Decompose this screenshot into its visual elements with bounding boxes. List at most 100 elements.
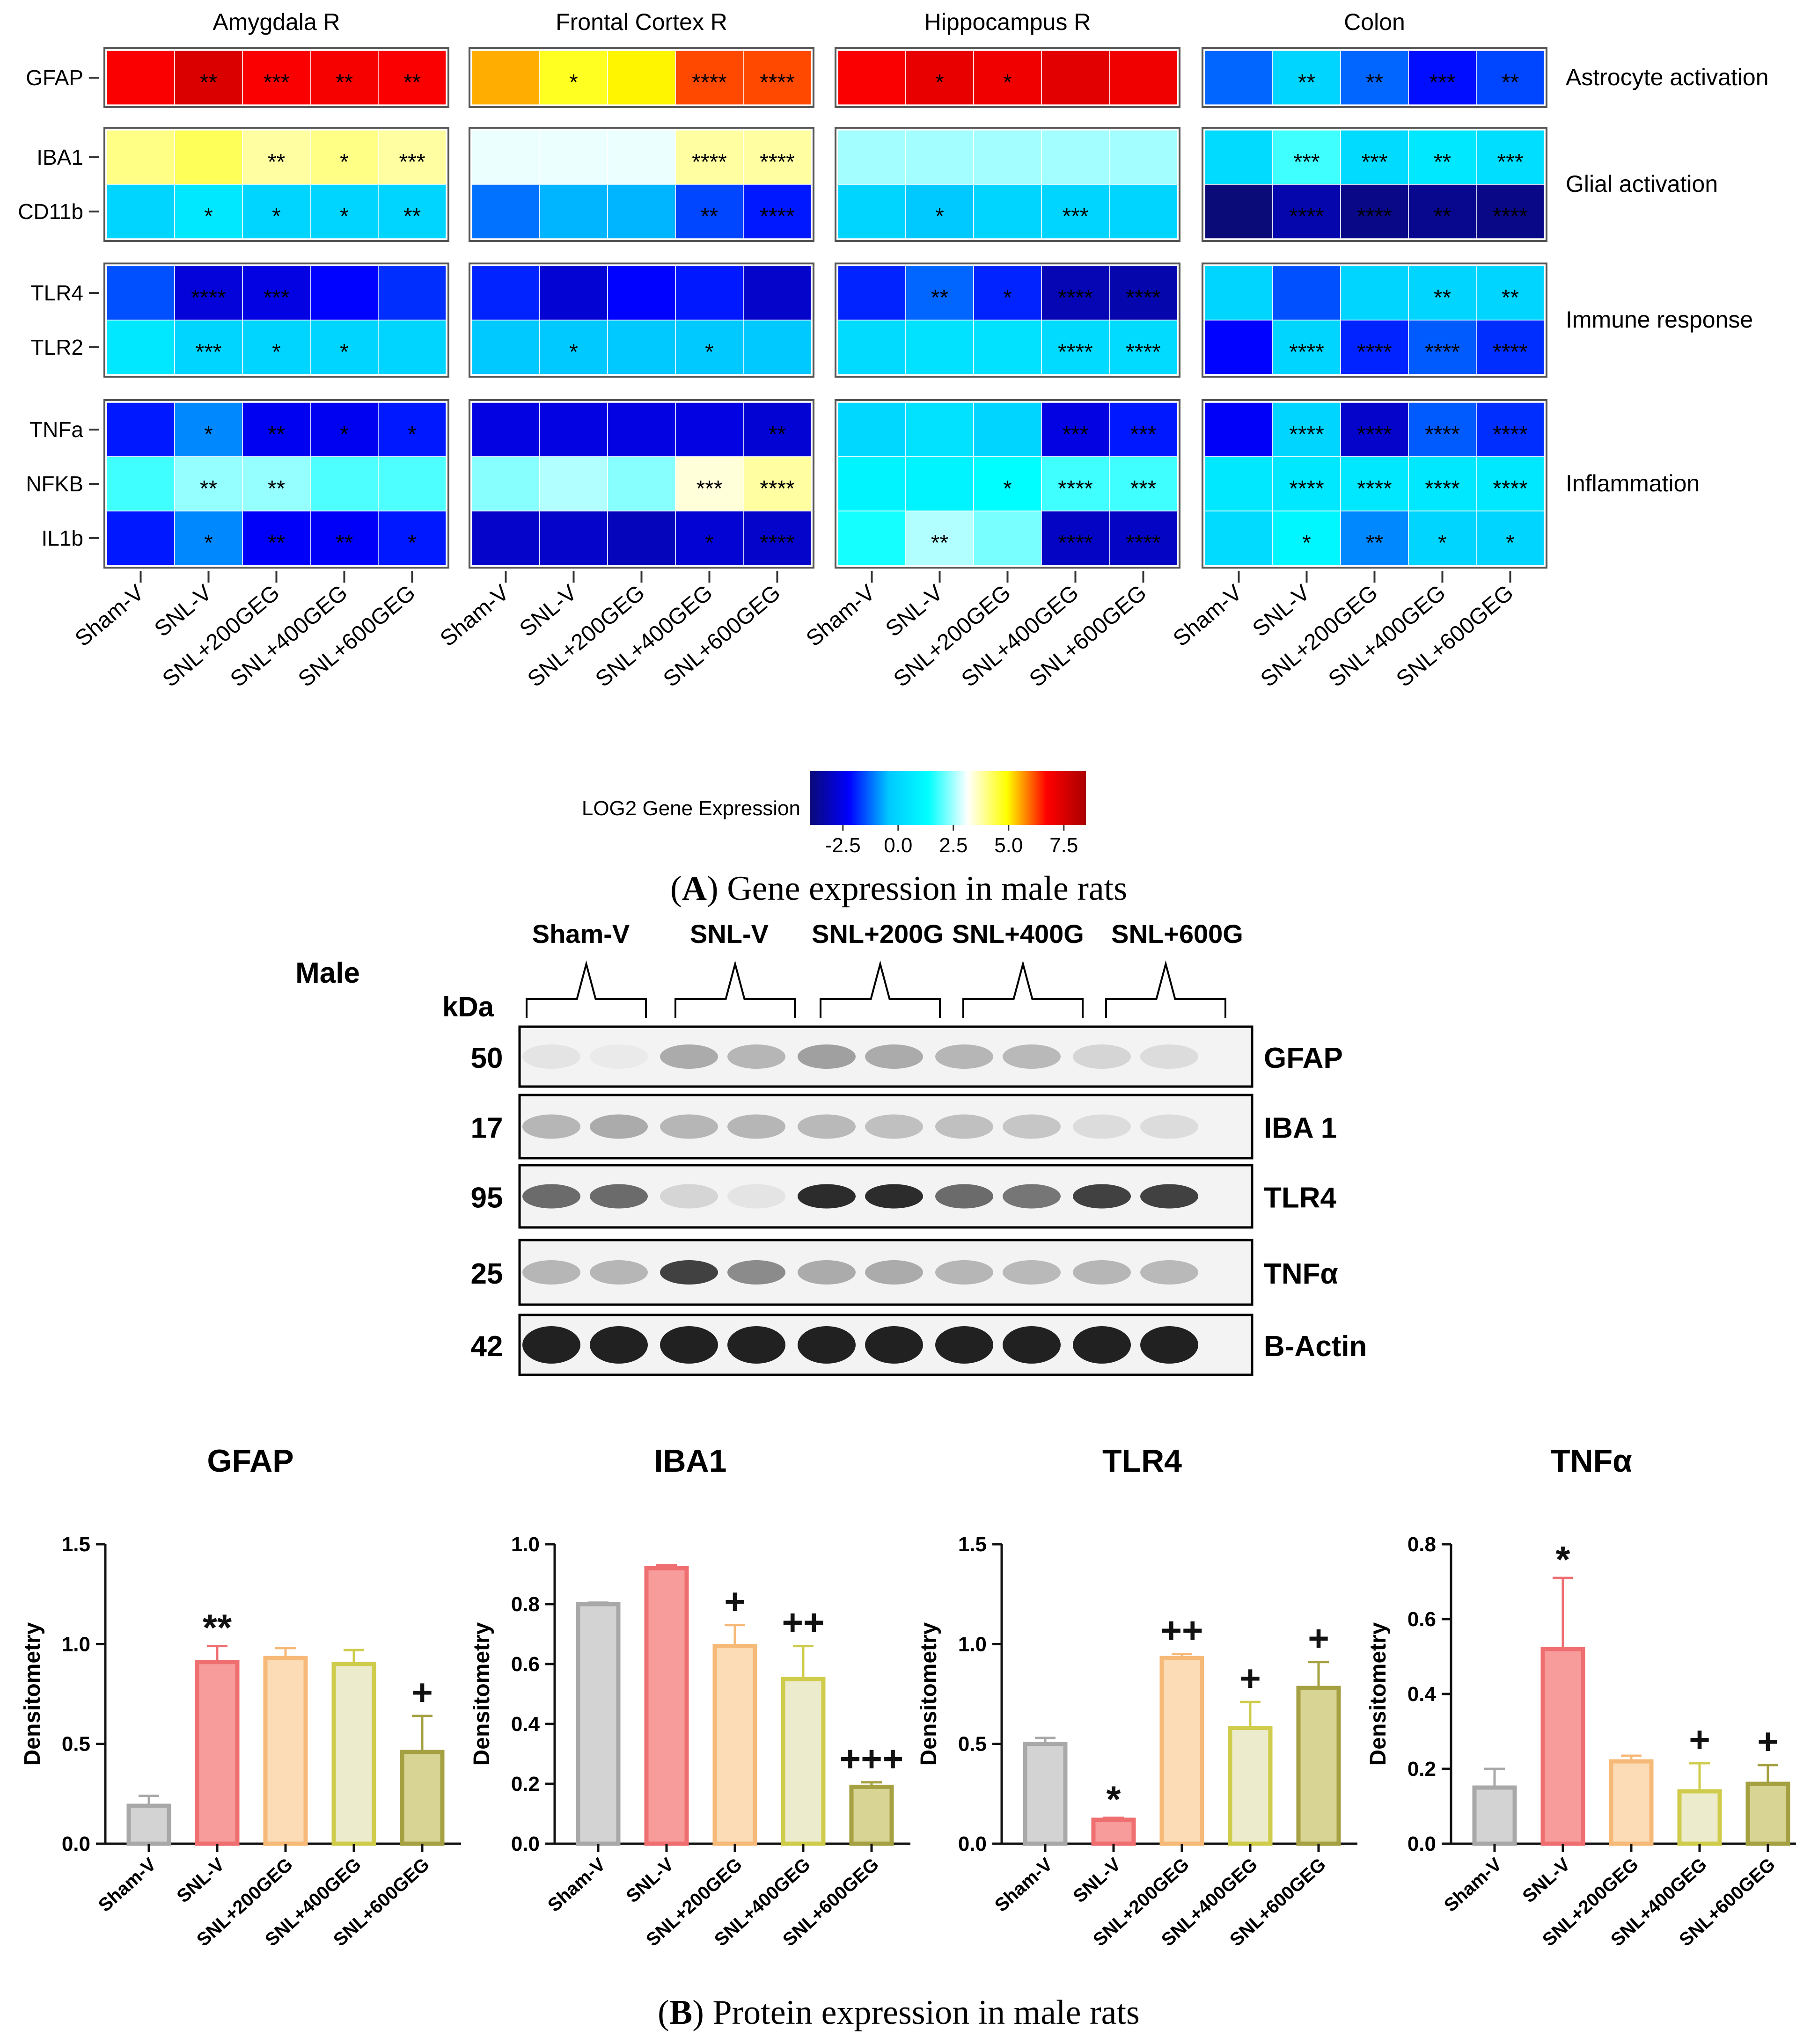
heatmap-cell: [1041, 456, 1110, 511]
blot-band: [1003, 1260, 1061, 1285]
region-title-amygdala-r: Amygdala R: [213, 9, 340, 35]
significance-stars: ***: [1293, 150, 1320, 175]
blot-band: [660, 1044, 718, 1069]
blot-band: [1140, 1044, 1198, 1069]
bar: [644, 1566, 689, 1846]
significance-stars: **: [1502, 70, 1519, 95]
heatmap-cell: [837, 456, 906, 511]
heatmap-block-border: [103, 399, 449, 569]
significance-stars: ***: [1361, 150, 1387, 175]
colorbar-tick-label: 2.5: [939, 834, 968, 857]
heatmap-cell: [1041, 50, 1110, 105]
heatmap-cell: [607, 50, 676, 105]
heatmap-cell: [973, 511, 1042, 566]
heatmap-cell: [837, 130, 906, 185]
heatmap-cell: [174, 130, 243, 185]
significance-stars: ****: [1058, 476, 1093, 501]
significance-stars: ***: [263, 70, 289, 95]
significance-stars: **: [268, 422, 285, 447]
x-tick-label: SNL-V: [622, 1854, 678, 1907]
group-label-sham-v: Sham-V: [71, 580, 149, 651]
colorbar-tick-label: -2.5: [825, 834, 861, 857]
significance-annotation: +: [1757, 1721, 1779, 1762]
significance-annotation: +++: [840, 1738, 904, 1779]
heatmap-cell: [607, 130, 676, 185]
significance-stars: ****: [1289, 422, 1324, 447]
significance-stars: ***: [696, 476, 722, 501]
heatmap-cell: [471, 402, 540, 457]
bar-chart-title: IBA1: [654, 1443, 727, 1479]
heatmap-block-border: [103, 127, 449, 242]
heatmap-cell: [1204, 456, 1273, 511]
heatmap-cell: [106, 320, 175, 375]
significance-stars: ****: [760, 70, 795, 95]
significance-stars: *: [1438, 531, 1447, 555]
blot-band: [727, 1184, 785, 1209]
blot-band: [727, 1114, 785, 1139]
heatmap-cell: [378, 511, 447, 566]
significance-annotation: **: [203, 1607, 232, 1649]
heatmap-cell: [743, 184, 812, 239]
kda-value: 50: [471, 1042, 503, 1074]
significance-stars: **: [268, 150, 285, 175]
significance-stars: ***: [399, 150, 425, 175]
blot-protein-tlr4: TLR4: [1264, 1182, 1337, 1214]
heatmap-cell: [905, 456, 974, 511]
group-label-snl-600geg: SNL+600GEG: [659, 580, 785, 692]
heatmap-cell: [905, 265, 974, 321]
caption-a-letter: A: [682, 869, 707, 908]
heatmap-cell: [1476, 511, 1545, 566]
bar: [1159, 1656, 1204, 1846]
heatmap-block-border: [835, 47, 1180, 108]
blot-band: [935, 1114, 993, 1139]
heatmap-cell: [174, 184, 243, 239]
significance-stars: ****: [1058, 531, 1093, 555]
heatmap-cell: [242, 511, 311, 566]
heatmap-cell: [675, 456, 744, 511]
x-tick-label: SNL-V: [1069, 1854, 1125, 1907]
caption-b-text: Protein expression in male rats: [704, 1993, 1140, 2032]
heatmap-cell: [539, 265, 608, 321]
heatmap-cell: [378, 456, 447, 511]
group-label-snl-400geg: SNL+400GEG: [591, 580, 717, 692]
gene-label-tnfa: TNFa: [29, 417, 83, 442]
heatmap-cell: [1272, 265, 1341, 321]
blot-band: [1003, 1184, 1061, 1209]
significance-stars: *: [569, 70, 578, 95]
blot-band: [1003, 1044, 1061, 1069]
significance-stars: ****: [1425, 422, 1460, 447]
heatmap-cell: [1041, 511, 1110, 566]
heatmap-cell: [905, 402, 974, 457]
significance-annotation: ++: [782, 1602, 824, 1643]
heatmap-panel: Amygdala R** *** ** **GFAP** * ***IBA1* * * **CD…: [18, 9, 1768, 692]
heatmap-cell: [905, 50, 974, 105]
heatmap-cell: [1204, 130, 1273, 185]
y-tick-label: 1.0: [958, 1633, 987, 1656]
significance-stars: ****: [1289, 204, 1324, 229]
y-tick-label: 0.6: [511, 1653, 540, 1676]
y-tick-label: 1.5: [62, 1533, 90, 1556]
heatmap-cell: [1109, 320, 1178, 375]
heatmap-cell: [607, 265, 676, 321]
subject-label: Male: [295, 957, 360, 989]
significance-stars: **: [336, 531, 353, 555]
heatmap-cell: [378, 50, 447, 105]
significance-stars: *: [340, 340, 349, 365]
bar: [781, 1677, 826, 1846]
significance-stars: ****: [1289, 476, 1324, 501]
heatmap-cell: [607, 184, 676, 239]
heatmap-cell: [837, 320, 906, 375]
y-tick-label: 1.0: [62, 1633, 90, 1656]
y-tick-label: 0.5: [62, 1733, 90, 1756]
bar: [1745, 1781, 1790, 1846]
heatmap-cell: [1408, 402, 1477, 457]
significance-annotation: +: [724, 1581, 746, 1622]
blot-band: [590, 1044, 648, 1069]
blot-group-snl-600g: SNL+600G: [1111, 919, 1243, 949]
significance-stars: ****: [1357, 340, 1392, 365]
blot-band: [935, 1260, 993, 1285]
bar-chart-title: TLR4: [1102, 1443, 1182, 1479]
caption-a-text: Gene expression in male rats: [718, 869, 1127, 908]
blot-band: [935, 1184, 993, 1209]
significance-stars: ****: [760, 204, 795, 229]
